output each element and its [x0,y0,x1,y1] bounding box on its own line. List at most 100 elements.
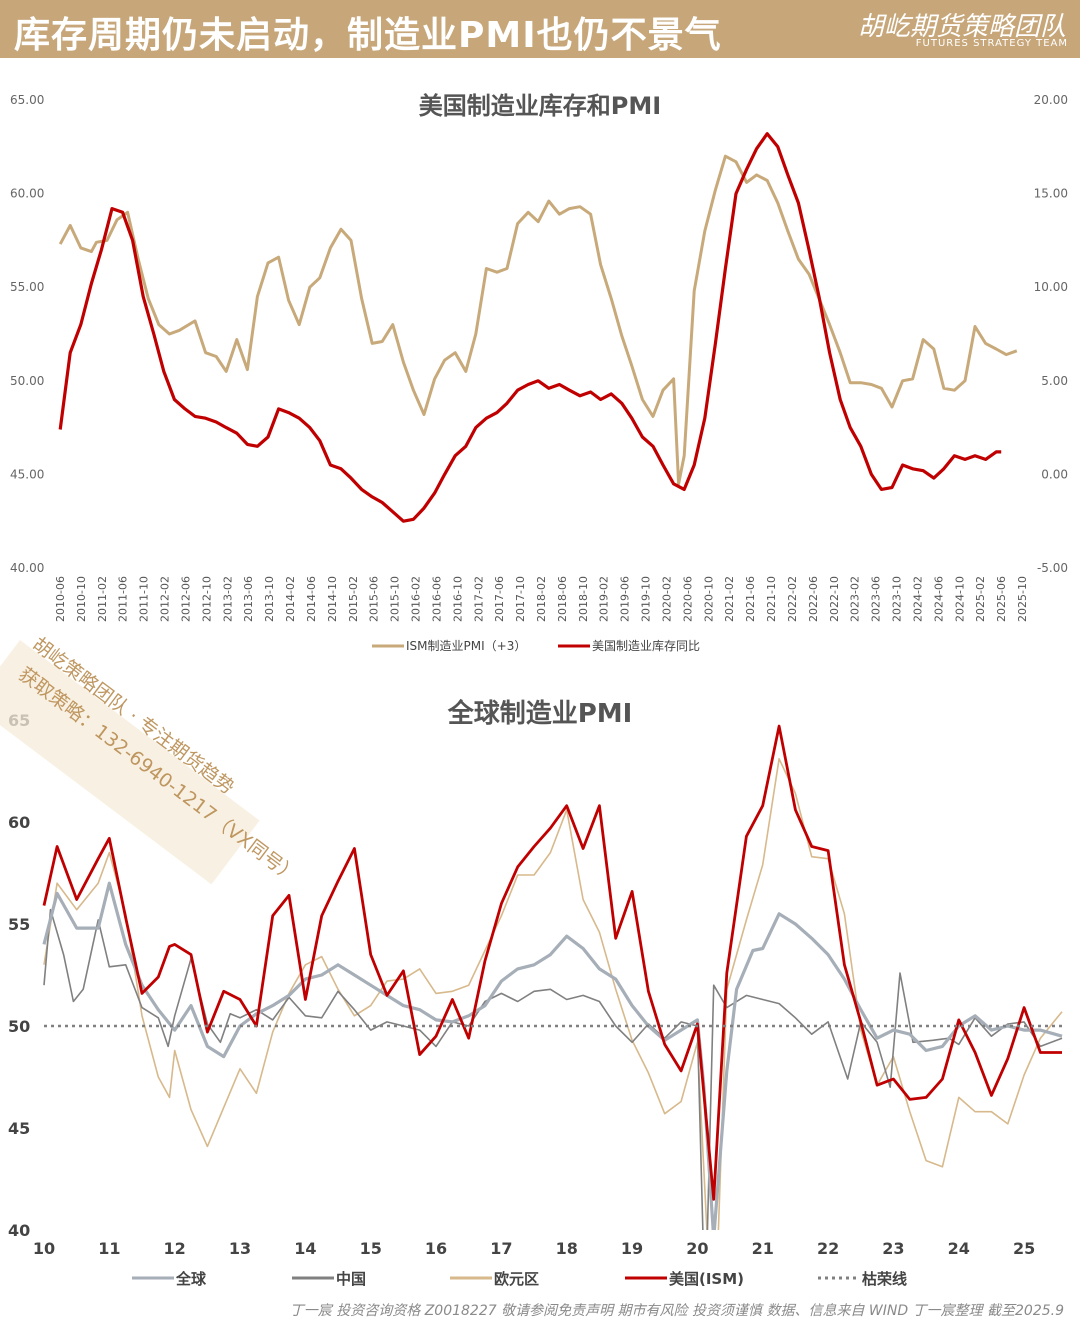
chart2-xtick: 15 [360,1239,382,1258]
chart1-ytick-right: 0.00 [1041,467,1068,481]
chart1-xtick: 2011-10 [138,576,151,622]
chart1-legend-label: ISM制造业PMI（+3） [406,639,526,653]
chart1-xtick: 2012-10 [200,576,213,622]
chart1-xtick: 2024-10 [953,576,966,622]
chart2-legend-label: 欧元区 [494,1270,539,1288]
chart2-legend-label: 枯荣线 [862,1270,907,1288]
chart1-xtick: 2023-10 [891,576,904,622]
chart1-xtick: 2017-06 [493,576,506,622]
chart1-xtick: 2020-02 [660,576,673,622]
global-pmi-chart: 全球制造业PMI40455055606510111213141516171819… [8,698,1063,1288]
chart2-series-line-1 [43,908,1063,1230]
chart1-xtick: 2013-06 [242,576,255,622]
chart1-series-line-0 [58,154,1018,486]
chart1-ytick-left: 45.00 [10,467,44,481]
chart2-xtick: 16 [425,1239,447,1258]
chart1-xtick: 2016-06 [430,576,443,622]
chart2-title: 全球制造业PMI [447,698,633,729]
chart1-xtick: 2014-10 [326,576,339,622]
chart1-title: 美国制造业库存和PMI [419,92,661,120]
chart1-ytick-left: 40.00 [10,561,44,575]
chart1-xtick: 2012-02 [159,576,172,622]
chart1-xtick: 2017-02 [472,576,485,622]
chart1-xtick: 2017-10 [514,576,527,622]
us-inventory-pmi-chart: 美国制造业库存和PMI 40.00 45.00 50.00 55.00 60.00 65.0… [10,92,1068,653]
chart1-xtick: 2010-10 [75,576,88,622]
chart1-xtick: 2016-02 [410,576,423,622]
chart1-ytick-left: 50.00 [10,374,44,388]
chart1-xtick: 2010-06 [54,576,67,622]
chart1-ytick-right: 20.00 [1034,93,1068,107]
chart2-xtick: 25 [1013,1239,1035,1258]
chart2-xtick: 18 [556,1239,578,1258]
chart2-legend-label: 全球 [175,1270,207,1288]
chart1-ytick-right: 10.00 [1034,280,1068,294]
chart1-xtick: 2023-02 [849,576,862,622]
chart1-ytick-left: 60.00 [10,187,44,201]
chart1-xtick: 2013-02 [221,576,234,622]
chart1-xtick: 2016-10 [451,576,464,622]
chart2-ytick: 55 [8,915,30,934]
chart1-xtick: 2015-06 [368,576,381,622]
chart2-xtick: 12 [164,1239,186,1258]
chart1-ytick-right: 5.00 [1041,374,1068,388]
brand-subtitle: FUTURES STRATEGY TEAM [915,38,1068,49]
chart1-xtick: 2018-06 [556,576,569,622]
footer-disclaimer: 丁一宸 投资咨询资格 Z0018227 敬请参阅免责声明 期市有风险 投资须谨慎… [289,1303,1064,1319]
chart1-xtick: 2015-10 [389,576,402,622]
chart2-series-line-0 [42,881,1063,1230]
chart2-xtick: 19 [621,1239,643,1258]
chart1-xtick: 2011-02 [96,576,109,622]
chart1-xtick: 2015-02 [347,576,360,622]
chart2-xtick: 17 [490,1239,512,1258]
chart1-xtick: 2025-02 [974,576,987,622]
chart1-legend-label: 美国制造业库存同比 [592,638,700,653]
chart1-xtick: 2021-10 [765,576,778,622]
chart2-xtick: 24 [948,1239,970,1258]
chart1-xtick: 2011-06 [117,576,130,622]
chart1-xtick: 2013-10 [263,576,276,622]
chart1-xtick: 2025-06 [995,576,1008,622]
chart2-xtick: 11 [98,1239,120,1258]
chart1-xtick: 2024-06 [932,576,945,622]
chart2-xtick: 10 [33,1239,55,1258]
chart2-series-line-3 [42,724,1062,1201]
chart1-ytick-right: 15.00 [1034,187,1068,201]
chart2-xtick: 21 [752,1239,774,1258]
chart1-xtick: 2025-10 [1016,576,1029,622]
chart1-xtick: 2018-02 [535,576,548,622]
page-title: 库存周期仍未启动，制造业PMI也仍不景气 [14,15,722,56]
chart1-xtick: 2019-06 [619,576,632,622]
chart1-xtick: 2014-06 [305,576,318,622]
chart1-xtick: 2018-10 [577,576,590,622]
chart1-xtick: 2023-06 [870,576,883,622]
chart1-ytick-left: 65.00 [10,93,44,107]
chart1-xtick: 2020-10 [702,576,715,622]
chart2-xtick: 22 [817,1239,839,1258]
chart2-legend-label: 美国(ISM) [669,1270,744,1288]
chart1-xtick: 2021-02 [723,576,736,622]
chart1-ytick-left: 55.00 [10,280,44,294]
chart2-xtick: 14 [294,1239,316,1258]
chart2-xtick: 20 [686,1239,708,1258]
chart1-ytick-right: -5.00 [1037,561,1068,575]
chart1-xtick: 2022-10 [828,576,841,622]
chart2-xtick: 23 [882,1239,904,1258]
chart1-xtick: 2014-02 [284,576,297,622]
chart2-ytick: 50 [8,1017,30,1036]
chart1-xtick: 2019-02 [598,576,611,622]
brand-logo-text: 胡屹期货策略团队 [857,12,1066,42]
chart1-xtick: 2020-06 [681,576,694,622]
chart2-xtick: 13 [229,1239,251,1258]
chart2-legend-label: 中国 [336,1270,366,1288]
chart1-xtick: 2019-10 [640,576,653,622]
chart1-xtick: 2021-06 [744,576,757,622]
chart1-series-line-1 [58,132,1002,523]
chart2-ytick: 40 [8,1221,30,1240]
chart1-xtick: 2012-06 [179,576,192,622]
chart1-xtick: 2022-06 [807,576,820,622]
chart2-ytick: 60 [8,813,30,832]
chart2-ytick: 45 [8,1119,30,1138]
chart1-xtick: 2022-02 [786,576,799,622]
chart1-xtick: 2024-02 [911,576,924,622]
